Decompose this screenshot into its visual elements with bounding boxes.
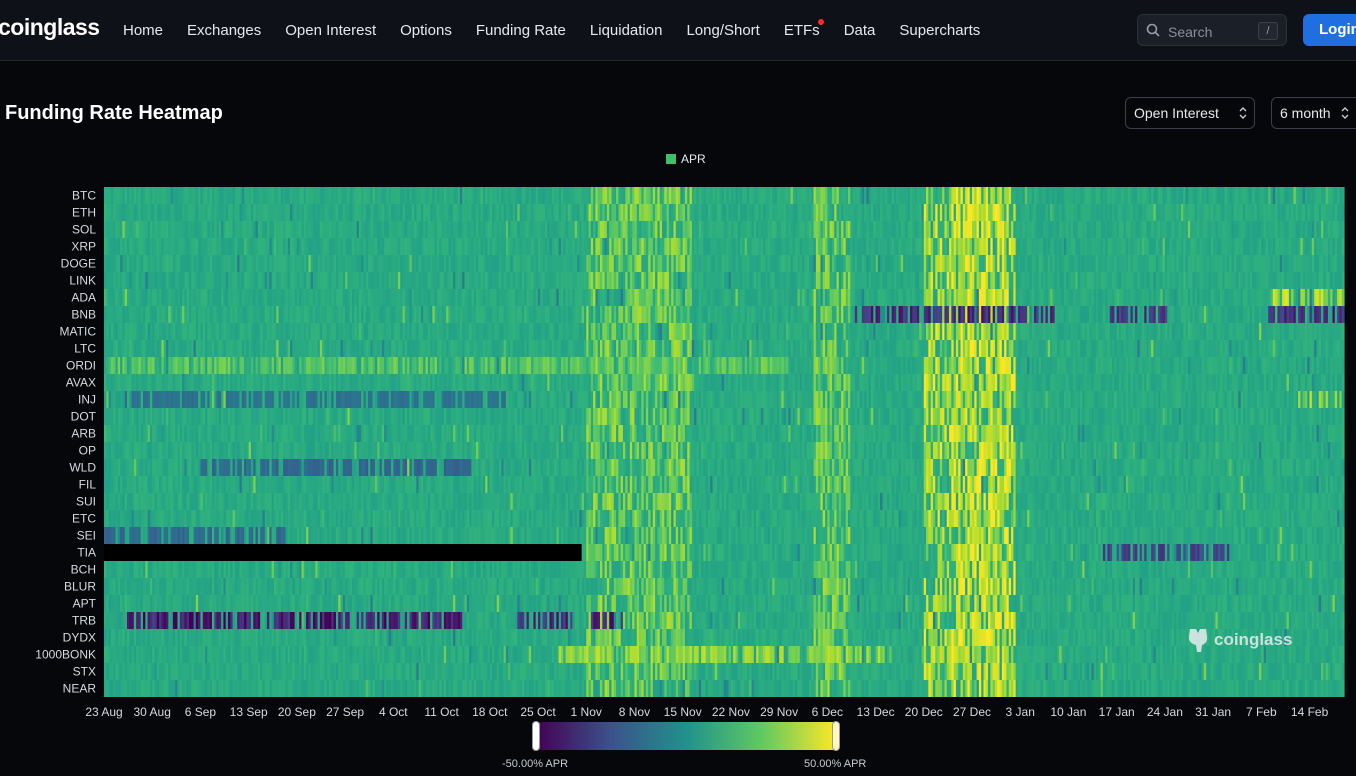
heatmap-cells <box>104 187 1345 697</box>
updown-chevron-icon <box>1341 107 1349 119</box>
row-label: BNB <box>71 308 96 322</box>
main-nav: Home Exchanges Open Interest Options Funding… <box>111 0 992 60</box>
row-label: INJ <box>78 393 96 407</box>
search-icon <box>1146 23 1160 37</box>
watermark-text: coinglass <box>1214 630 1292 650</box>
row-label: TIA <box>77 546 96 560</box>
nav-data[interactable]: Data <box>844 22 876 39</box>
x-tick-label: 6 Dec <box>812 705 843 719</box>
sort-by-value: Open Interest <box>1134 105 1219 121</box>
x-tick-label: 13 Sep <box>230 705 268 719</box>
row-label: SUI <box>76 495 96 509</box>
x-tick-label: 4 Oct <box>379 705 408 719</box>
x-tick-label: 11 Oct <box>424 705 459 719</box>
row-label: BCH <box>71 563 96 577</box>
row-label: APT <box>73 597 97 611</box>
row-label: ADA <box>71 291 96 305</box>
x-tick-label: 14 Feb <box>1291 705 1329 719</box>
x-tick-label: 1 Nov <box>571 705 602 719</box>
row-label: 1000BONK <box>35 648 96 662</box>
row-label: SOL <box>72 223 96 237</box>
row-label: NEAR <box>63 682 97 696</box>
nav-open-interest[interactable]: Open Interest <box>285 22 376 39</box>
colorbar-slider[interactable] <box>532 721 840 751</box>
frog-logo-icon <box>1188 629 1208 652</box>
time-range-value: 6 month <box>1280 105 1331 121</box>
row-label: OP <box>79 444 96 458</box>
nav-long-short[interactable]: Long/Short <box>686 22 759 39</box>
x-tick-label: 18 Oct <box>472 705 508 719</box>
updown-chevron-icon <box>1239 107 1247 119</box>
nav-options[interactable]: Options <box>400 22 452 39</box>
row-label: LINK <box>69 274 96 288</box>
x-tick-label: 24 Jan <box>1147 705 1183 719</box>
row-label: MATIC <box>60 325 97 339</box>
legend-swatch <box>666 154 676 164</box>
x-tick-label: 20 Dec <box>905 705 943 719</box>
row-label: TRB <box>72 614 96 628</box>
coinglass-watermark: coinglass <box>1186 627 1292 653</box>
chart-legend[interactable]: APR <box>666 152 706 166</box>
x-tick-label: 25 Oct <box>520 705 556 719</box>
row-label: FIL <box>79 478 97 492</box>
time-range-select[interactable]: 6 month <box>1271 97 1356 129</box>
x-tick-label: 8 Nov <box>619 705 650 719</box>
x-tick-label: 7 Feb <box>1246 705 1277 719</box>
x-tick-label: 31 Jan <box>1195 705 1231 719</box>
nav-home[interactable]: Home <box>123 22 163 39</box>
row-label: BLUR <box>64 580 96 594</box>
x-tick-label: 15 Nov <box>664 705 702 719</box>
row-label: XRP <box>71 240 96 254</box>
funding-rate-heatmap[interactable]: BTC ETH SOL XRP DOGE LINK ADA BNB MATIC LTC ORDI AV… <box>0 180 1356 720</box>
notification-dot <box>817 18 824 25</box>
x-tick-label: 27 Dec <box>953 705 991 719</box>
colorbar-max-handle[interactable] <box>832 721 840 751</box>
nav-liquidation[interactable]: Liquidation <box>590 22 663 39</box>
row-label: AVAX <box>66 376 96 390</box>
row-label: WLD <box>69 461 96 475</box>
colorbar-max-label: 50.00% APR <box>804 758 866 770</box>
x-tick-label: 29 Nov <box>760 705 798 719</box>
colorbar-min-handle[interactable] <box>532 721 540 751</box>
login-button[interactable]: Login <box>1303 14 1356 46</box>
x-tick-label: 6 Sep <box>185 705 217 719</box>
page-title: Funding Rate Heatmap <box>5 102 223 125</box>
x-tick-label: 22 Nov <box>712 705 750 719</box>
colorbar-min-label: -50.00% APR <box>502 758 568 770</box>
row-label: STX <box>73 665 96 679</box>
row-label: ARB <box>71 427 96 441</box>
x-tick-label: 27 Sep <box>326 705 364 719</box>
top-navigation-bar: coinglass Home Exchanges Open Interest Opti… <box>0 0 1356 61</box>
x-tick-label: 13 Dec <box>857 705 895 719</box>
row-label: ETC <box>72 512 96 526</box>
x-tick-label: 30 Aug <box>134 705 171 719</box>
x-tick-label: 17 Jan <box>1099 705 1135 719</box>
nav-funding-rate[interactable]: Funding Rate <box>476 22 566 39</box>
x-tick-label: 3 Jan <box>1006 705 1035 719</box>
row-label: BTC <box>72 189 96 203</box>
nav-etfs[interactable]: ETFs <box>784 18 824 39</box>
coinglass-logo[interactable]: coinglass <box>0 14 100 41</box>
nav-supercharts[interactable]: Supercharts <box>899 22 980 39</box>
x-tick-label: 10 Jan <box>1050 705 1086 719</box>
row-label: DOGE <box>61 257 96 271</box>
search-input[interactable] <box>1166 21 1260 43</box>
sort-by-select[interactable]: Open Interest <box>1125 97 1255 129</box>
row-label: DYDX <box>63 631 96 645</box>
search-shortcut-key: / <box>1258 22 1278 40</box>
search-box[interactable]: / <box>1137 14 1287 46</box>
x-tick-label: 23 Aug <box>85 705 122 719</box>
x-tick-label: 20 Sep <box>278 705 316 719</box>
row-label: ETH <box>72 206 96 220</box>
row-label: SEI <box>77 529 96 543</box>
nav-exchanges[interactable]: Exchanges <box>187 22 261 39</box>
row-label: ORDI <box>66 359 96 373</box>
row-label: LTC <box>74 342 96 356</box>
row-label: DOT <box>71 410 97 424</box>
legend-label: APR <box>681 152 706 166</box>
